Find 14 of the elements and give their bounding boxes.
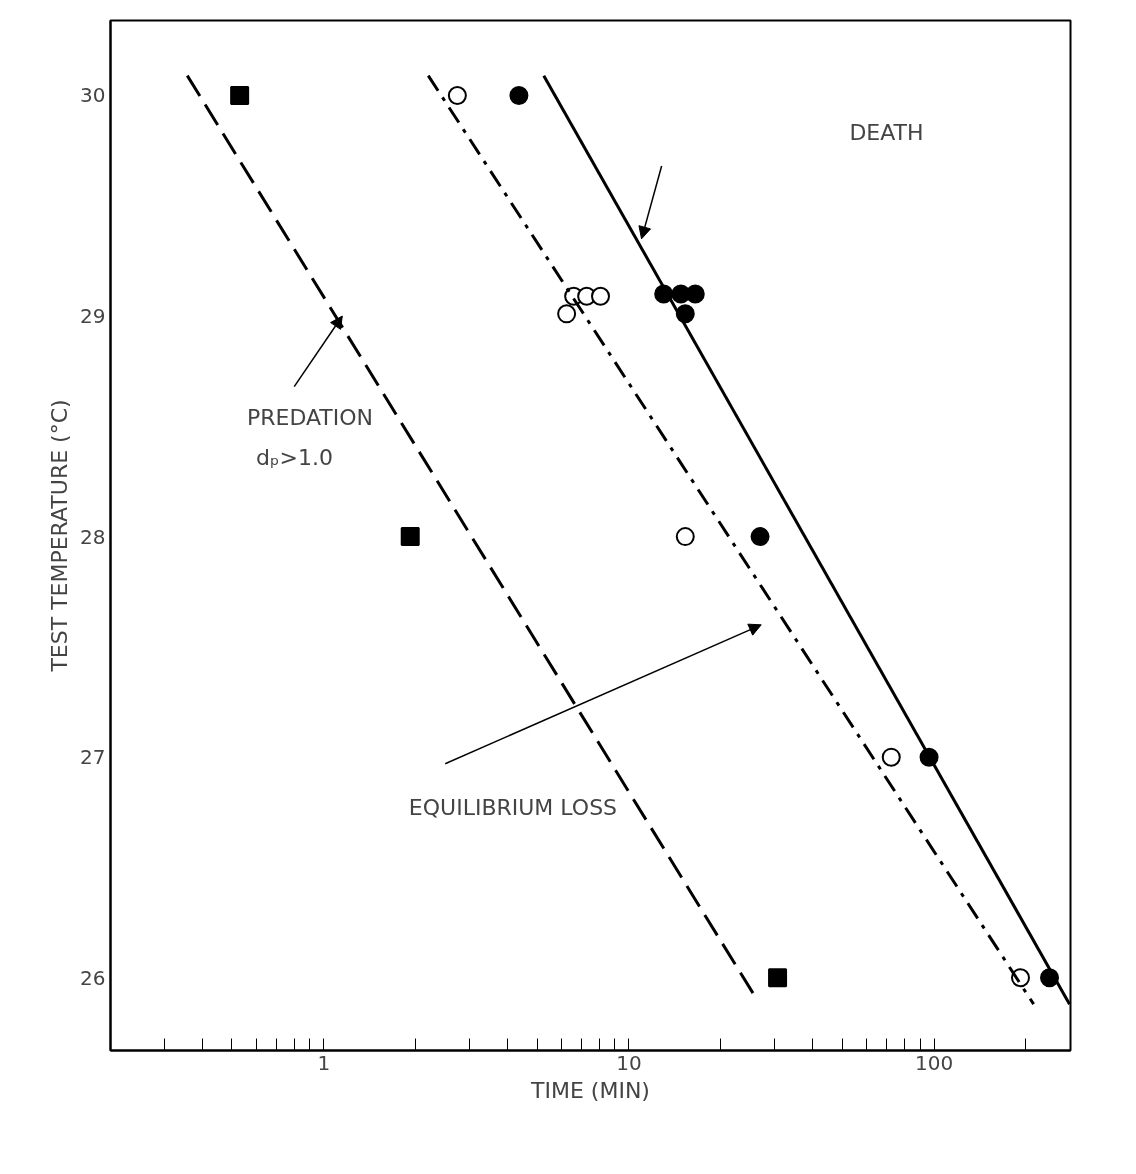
annotation: DEATH	[849, 120, 924, 146]
x-tick-label: 10	[616, 1050, 642, 1075]
y-tick-label: 26	[80, 965, 106, 990]
y-tick-label: 30	[80, 83, 106, 108]
annotation: EQUILIBRIUM LOSS	[408, 795, 618, 821]
y-tick-label: 28	[80, 524, 106, 549]
x-tick-label: 1	[317, 1050, 331, 1075]
y-tick-label: 27	[80, 745, 106, 770]
annotation: PREDATION	[246, 405, 374, 430]
y-tick-label: 29	[80, 304, 106, 329]
y-axis-title: TEST TEMPERATURE (°C)	[47, 399, 73, 673]
x-tick-label: 100	[914, 1050, 954, 1075]
annotation: dₚ>1.0	[256, 444, 333, 470]
x-axis-title: TIME (MIN)	[530, 1077, 650, 1103]
